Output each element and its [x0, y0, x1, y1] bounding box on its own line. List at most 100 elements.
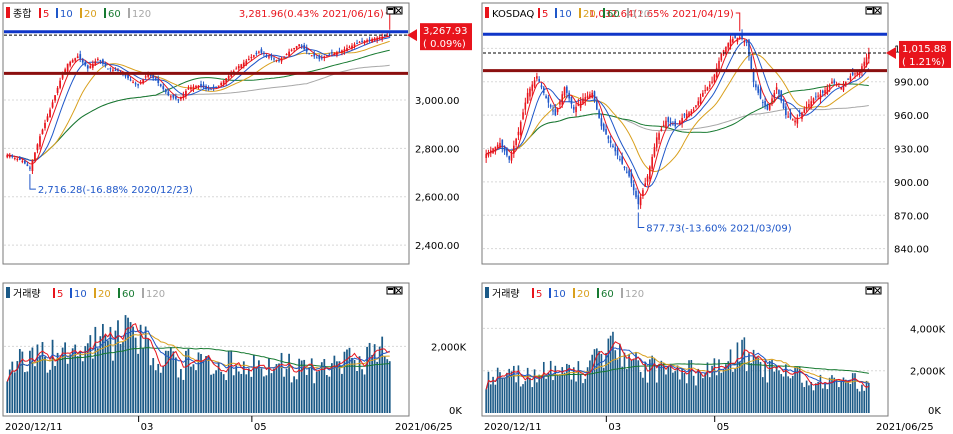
candle-body [635, 190, 637, 198]
volume-bar [310, 358, 313, 413]
volume-bar [660, 360, 663, 413]
volume-minimize-button[interactable] [386, 286, 395, 295]
candle-body [556, 108, 559, 113]
volume-bar [107, 340, 109, 413]
volume-bar [237, 371, 240, 413]
volume-bar [59, 358, 61, 413]
volume-bar [225, 380, 228, 413]
minimize-button-frame[interactable] [865, 6, 874, 15]
volume-tick-label: 4,000K [910, 324, 946, 335]
candle-body [308, 53, 311, 55]
volume-bar [577, 361, 580, 413]
volume-bar [142, 347, 145, 413]
candle-body [616, 149, 619, 156]
volume-ma-legend-swatch [142, 288, 144, 298]
volume-bar [235, 365, 238, 413]
candle-body [685, 113, 688, 119]
volume-minimize-button[interactable] [865, 286, 874, 295]
candle-body [625, 171, 628, 173]
candle-body [383, 35, 386, 37]
volume-bar [824, 383, 826, 413]
x-axis-label: 03 [608, 422, 621, 433]
close-icon[interactable] [874, 7, 881, 14]
candle-body [152, 74, 155, 79]
volume-bar [782, 376, 785, 413]
candle-body [207, 88, 210, 91]
volume-bar [821, 388, 824, 413]
volume-bar [619, 343, 621, 413]
minimize-button[interactable] [386, 6, 395, 15]
volume-minimize-button-frame[interactable] [865, 286, 874, 295]
window-icon[interactable] [867, 288, 872, 290]
candle-body [773, 92, 776, 99]
candle-body [513, 145, 515, 154]
volume-title: 거래량 [13, 288, 41, 300]
close-button[interactable] [873, 6, 882, 15]
volume-bar [16, 361, 19, 413]
volume-bar [614, 350, 617, 413]
volume-bar [653, 358, 656, 413]
volume-bar [787, 376, 789, 413]
close-icon[interactable] [874, 287, 881, 294]
ma-legend-label: 10 [60, 9, 73, 20]
candle-body [681, 117, 683, 124]
candle-body [26, 164, 29, 167]
volume-bar [655, 382, 658, 413]
window-icon[interactable] [388, 8, 393, 10]
volume-bar [295, 379, 298, 413]
candle-body [144, 76, 147, 78]
candle-body [572, 106, 575, 110]
window-icon[interactable] [867, 8, 872, 10]
minimize-button[interactable] [865, 6, 874, 15]
volume-bar [134, 337, 137, 413]
volume-bar [584, 378, 587, 413]
volume-bar [263, 376, 265, 413]
candle-body [559, 101, 561, 105]
volume-bar [66, 363, 69, 413]
volume-close-button[interactable] [394, 286, 403, 295]
minimize-button-frame[interactable] [386, 6, 395, 15]
volume-bar [74, 344, 77, 413]
volume-bar [522, 384, 524, 413]
volume-bar [109, 326, 112, 413]
volume-bar [547, 372, 550, 413]
candle-body [780, 90, 783, 102]
window-icon[interactable] [388, 288, 393, 290]
close-icon[interactable] [395, 7, 402, 14]
candle-body [563, 87, 566, 96]
candle-body [794, 120, 796, 123]
candle-body [18, 157, 21, 160]
close-button[interactable] [394, 6, 403, 15]
ma-legend-swatch [56, 8, 58, 18]
candle-body [690, 110, 693, 115]
candle-body [826, 87, 829, 94]
candle-body [517, 131, 520, 136]
candle-body [838, 85, 840, 87]
volume-bar [343, 351, 346, 413]
candle-body [577, 104, 580, 106]
candle-body [856, 72, 859, 75]
candle-body [833, 80, 836, 84]
volume-bar [325, 375, 328, 413]
volume-close-button[interactable] [873, 286, 882, 295]
candle-body [734, 35, 736, 39]
volume-bar [252, 354, 255, 413]
volume-bar [752, 349, 755, 413]
volume-bar [628, 354, 630, 413]
ma-legend-swatch [80, 8, 82, 18]
volume-bar [31, 347, 34, 413]
volume-bar [803, 387, 806, 413]
candle-body [741, 33, 743, 40]
volume-bar [842, 377, 845, 413]
volume-bar [616, 359, 619, 413]
candle-body [798, 114, 801, 116]
current-price-value: 1,015.88 [902, 44, 947, 55]
candle-body [222, 80, 225, 85]
volume-bar [515, 382, 517, 413]
volume-minimize-button-frame[interactable] [386, 286, 395, 295]
close-icon[interactable] [395, 287, 402, 294]
candle-body [278, 60, 280, 62]
panel-kosdaq: 840.00870.00900.00930.00960.00990.001,02… [481, 2, 951, 433]
volume-bar [858, 391, 861, 413]
volume-bar [554, 365, 557, 413]
